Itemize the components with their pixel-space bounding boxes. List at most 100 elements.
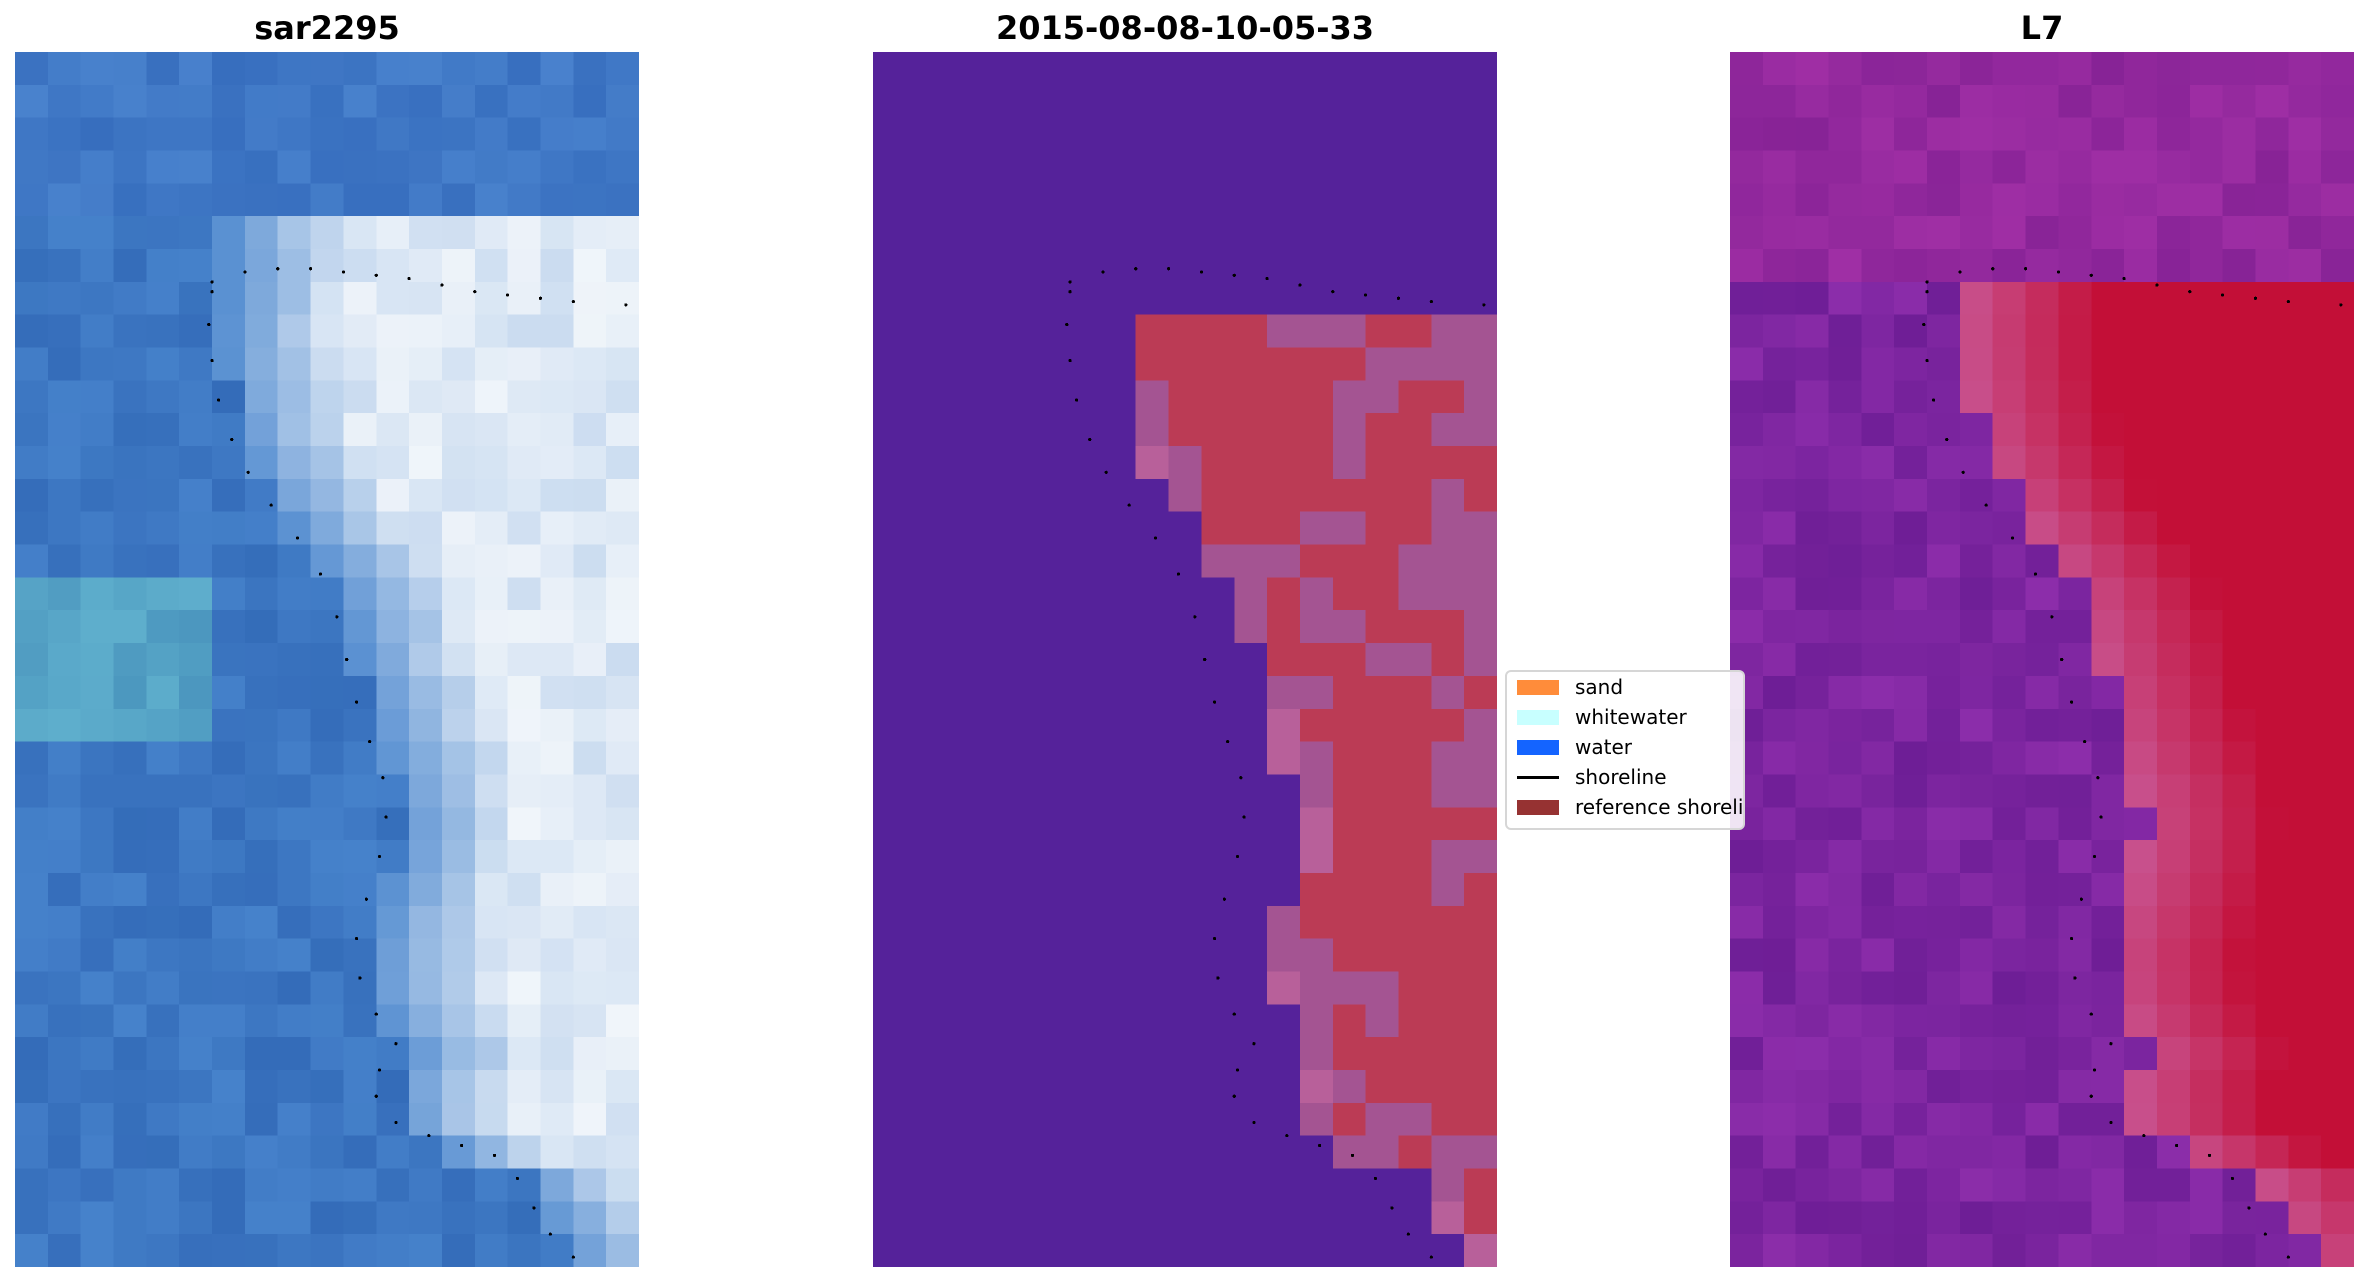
pixel xyxy=(971,511,1006,546)
pixel xyxy=(1795,1069,1830,1104)
pixel xyxy=(1135,1102,1170,1137)
shoreline-dot xyxy=(2109,1042,2113,1046)
pixel xyxy=(1365,314,1400,349)
pixel xyxy=(2156,249,2191,283)
shoreline-dot xyxy=(2286,1255,2290,1259)
pixel xyxy=(409,1037,443,1071)
pixel xyxy=(2091,1201,2125,1235)
pixel xyxy=(1267,511,1301,546)
shoreline-dot xyxy=(2155,283,2159,287)
shoreline-dot xyxy=(2083,739,2087,744)
pixel xyxy=(1828,872,1863,907)
pixel xyxy=(1762,1069,1797,1104)
pixel xyxy=(1299,281,1334,316)
pixel xyxy=(1828,544,1863,579)
pixel xyxy=(212,774,246,808)
shoreline-dot xyxy=(460,1143,464,1148)
pixel xyxy=(2058,1201,2092,1235)
pixel xyxy=(905,938,940,973)
pixel xyxy=(146,1069,180,1104)
pixel xyxy=(1267,741,1301,776)
pixel xyxy=(1004,544,1038,579)
pixel xyxy=(540,675,574,710)
pixel xyxy=(507,1004,542,1038)
pixel xyxy=(1267,478,1301,513)
pixel xyxy=(1927,1201,1961,1235)
pixel xyxy=(1762,183,1797,217)
pixel xyxy=(1102,150,1137,185)
pixel xyxy=(1927,478,1961,513)
pixel xyxy=(1431,150,1465,185)
pixel xyxy=(1168,1234,1203,1267)
pixel xyxy=(1464,741,1497,776)
pixel xyxy=(873,446,907,480)
pixel xyxy=(2189,1037,2224,1071)
pixel xyxy=(1102,478,1137,513)
pixel xyxy=(1992,905,2027,940)
pixel xyxy=(1927,905,1961,940)
pixel xyxy=(376,708,410,743)
pixel xyxy=(1201,708,1235,743)
pixel xyxy=(1992,741,2027,776)
pixel xyxy=(343,938,377,973)
pixel xyxy=(540,314,574,349)
pixel xyxy=(179,446,213,480)
pixel xyxy=(2288,1201,2322,1235)
pixel xyxy=(1894,577,1928,611)
pixel xyxy=(873,938,907,973)
pixel xyxy=(409,84,443,119)
pixel xyxy=(1762,1201,1797,1235)
pixel xyxy=(971,478,1006,513)
pixel xyxy=(1992,840,2027,874)
pixel xyxy=(1398,1168,1432,1202)
pixel xyxy=(1431,643,1465,677)
pixel xyxy=(1762,281,1797,316)
pixel xyxy=(1004,971,1038,1005)
pixel xyxy=(146,807,180,841)
pixel xyxy=(80,708,115,743)
shoreline-dot xyxy=(1235,854,1240,859)
pixel xyxy=(277,1069,312,1104)
pixel xyxy=(179,938,213,973)
pixel xyxy=(2255,1234,2289,1267)
legend-label-water: water xyxy=(1575,735,1632,759)
shoreline-dot xyxy=(308,267,313,271)
pixel xyxy=(1267,52,1301,86)
pixel xyxy=(2189,511,2224,546)
pixel xyxy=(1992,183,2027,217)
pixel xyxy=(905,708,940,743)
pixel xyxy=(1037,1102,1071,1137)
pixel xyxy=(1070,1102,1104,1137)
pixel xyxy=(1299,840,1334,874)
pixel xyxy=(873,281,907,316)
shoreline-dot xyxy=(532,1206,536,1210)
pixel xyxy=(1431,905,1465,940)
pixel xyxy=(113,1201,148,1235)
pixel xyxy=(113,314,148,349)
pixel xyxy=(80,1102,115,1137)
pixel xyxy=(1135,1168,1170,1202)
pixel xyxy=(146,511,180,546)
pixel xyxy=(343,577,377,611)
pixel xyxy=(905,216,940,250)
legend-item-sand: sand xyxy=(1507,672,1743,702)
pixel xyxy=(179,1069,213,1104)
pixel xyxy=(146,544,180,579)
pixel xyxy=(441,1037,476,1071)
pixel xyxy=(1795,380,1830,414)
pixel xyxy=(873,708,907,743)
pixel xyxy=(1828,643,1863,677)
pixel xyxy=(2222,413,2257,447)
pixel xyxy=(1135,1201,1170,1235)
pixel xyxy=(1037,971,1071,1005)
pixel xyxy=(2321,610,2354,644)
pixel xyxy=(1398,807,1432,841)
shoreline-dot xyxy=(2253,296,2258,300)
pixel xyxy=(2058,249,2092,283)
pixel xyxy=(146,1037,180,1071)
shoreline-dot xyxy=(2286,299,2290,304)
pixel xyxy=(277,544,312,579)
pixel xyxy=(1267,938,1301,973)
pixel xyxy=(606,774,639,808)
legend-item-whitewater: whitewater xyxy=(1507,702,1743,732)
